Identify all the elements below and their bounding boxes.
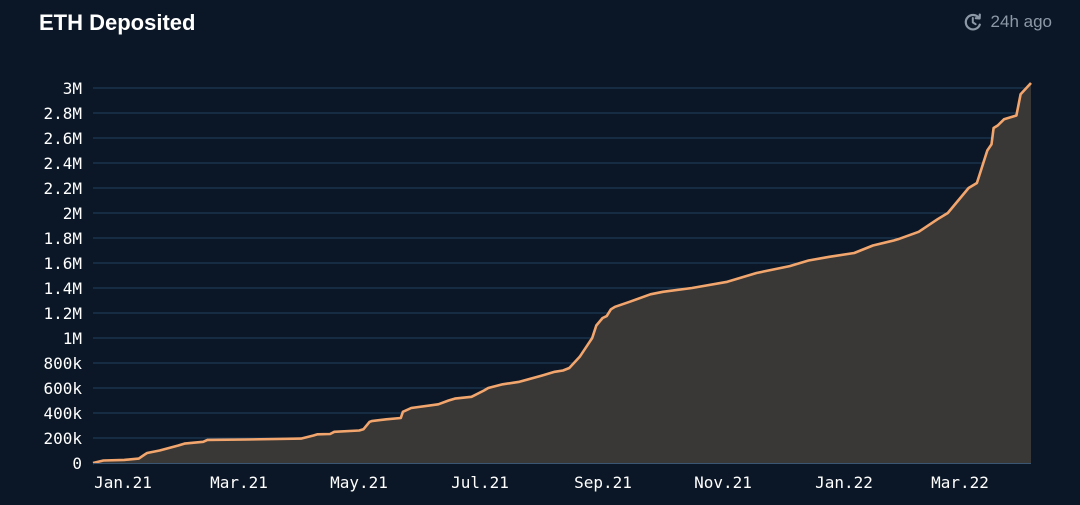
y-tick-label: 1M	[63, 329, 82, 348]
y-axis-labels: 0 200k 400k 600k 800k 1M 1.2M 1.4M 1.6M 1.8M 2M 2.2…	[43, 79, 82, 473]
x-tick-label: Jan.21	[94, 473, 152, 492]
series-line	[92, 82, 1032, 465]
refresh-clock-icon[interactable]	[963, 12, 983, 32]
chart-title: ETH Deposited	[39, 10, 196, 35]
y-tick-label: 1.8M	[43, 229, 82, 248]
y-tick-label: 600k	[43, 379, 82, 398]
x-axis-labels: Jan.21 Mar.21 May.21 Jul.21 Sep.21 Nov.21 Jan.…	[94, 473, 989, 492]
x-tick-label: May.21	[330, 473, 388, 492]
y-tick-label: 2M	[63, 204, 82, 223]
x-tick-label: Jul.21	[451, 473, 509, 492]
y-tick-label: 2.4M	[43, 154, 82, 173]
y-tick-label: 2.2M	[43, 179, 82, 198]
y-tick-label: 200k	[43, 429, 82, 448]
updated-label: 24h ago	[990, 12, 1052, 31]
x-tick-label: Mar.22	[931, 473, 989, 492]
y-tick-label: 1.4M	[43, 279, 82, 298]
area-fill	[93, 83, 1031, 463]
y-tick-label: 400k	[43, 404, 82, 423]
y-tick-label: 2.8M	[43, 104, 82, 123]
x-tick-label: Jan.22	[815, 473, 873, 492]
y-tick-label: 0	[72, 454, 82, 473]
area-fill-layer	[92, 82, 1032, 465]
x-tick-label: Nov.21	[694, 473, 752, 492]
y-tick-label: 1.6M	[43, 254, 82, 273]
refresh-indicator[interactable]: 24h ago	[963, 12, 1052, 32]
x-tick-label: Mar.21	[210, 473, 268, 492]
y-tick-label: 800k	[43, 354, 82, 373]
y-tick-label: 1.2M	[43, 304, 82, 323]
y-tick-label: 3M	[63, 79, 82, 98]
y-tick-label: 2.6M	[43, 129, 82, 148]
x-tick-label: Sep.21	[574, 473, 632, 492]
